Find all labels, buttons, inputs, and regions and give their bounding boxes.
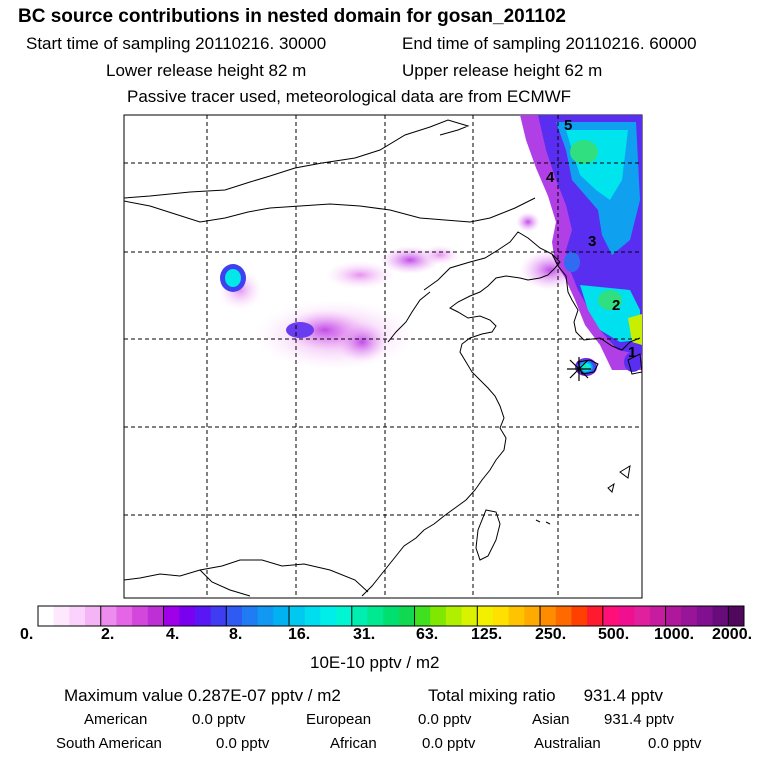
korea-west-coast bbox=[551, 253, 641, 351]
plume-korea-green bbox=[598, 290, 622, 310]
plume-west-center bbox=[337, 322, 387, 362]
bohai-inner bbox=[387, 291, 431, 343]
plume-north-east bbox=[420, 245, 460, 265]
plume-west-blue bbox=[286, 322, 314, 338]
start-time-label: Start time of sampling 20110216. 30000 bbox=[26, 34, 327, 53]
region-european-value: 0.0 pptv bbox=[418, 711, 472, 728]
time-marker-5: 5 bbox=[564, 117, 572, 134]
region-american-value: 0.0 pptv bbox=[192, 711, 246, 728]
colorbar-tick-125: 125. bbox=[471, 626, 503, 643]
plume-northwest-core bbox=[225, 269, 241, 287]
region-south-american-value: 0.0 pptv bbox=[216, 735, 270, 752]
end-time-label: End time of sampling 20110216. 60000 bbox=[402, 34, 697, 53]
plume-korea-yellow bbox=[628, 314, 642, 345]
taiwan bbox=[475, 509, 501, 561]
colorbar-tick-500: 500. bbox=[598, 626, 630, 643]
region-asian-name: Asian bbox=[532, 711, 570, 728]
region-african-value: 0.0 pptv bbox=[422, 735, 476, 752]
small-islands bbox=[535, 519, 551, 525]
colorbar-tick-16: 16. bbox=[288, 626, 311, 643]
colorbar-tick-2: 2. bbox=[101, 626, 115, 643]
tracer-note: Passive tracer used, meteorological data… bbox=[127, 87, 572, 106]
time-marker-2: 2 bbox=[612, 297, 620, 314]
plume-bohai bbox=[516, 212, 540, 232]
total-mixing-label: Total mixing ratio bbox=[428, 686, 556, 705]
plume-jeju-east bbox=[624, 352, 642, 372]
colorbar-tick-250: 250. bbox=[535, 626, 567, 643]
mongolia-border bbox=[124, 197, 536, 223]
colorbar-tick-1000: 1000. bbox=[654, 626, 695, 643]
region-american-name: American bbox=[84, 711, 148, 728]
region-african-name: African bbox=[330, 735, 377, 752]
total-mixing-value: 931.4 pptv bbox=[583, 686, 663, 705]
lower-release-label: Lower release height 82 m bbox=[106, 61, 307, 80]
southwest-border bbox=[199, 569, 251, 597]
southern-border bbox=[124, 559, 369, 593]
colorbar-unit: 10E-10 pptv / m2 bbox=[310, 653, 440, 672]
plume-east-north-peak bbox=[570, 140, 598, 164]
concentration-field bbox=[218, 115, 642, 376]
region-south-american-name: South American bbox=[56, 735, 162, 752]
colorbar-tick-4: 4. bbox=[166, 626, 180, 643]
china-east-coast bbox=[361, 231, 561, 597]
colorbar-tick-31: 31. bbox=[353, 626, 376, 643]
plume-west-sea-blue bbox=[564, 252, 580, 272]
plume-korea-cyan bbox=[580, 285, 640, 342]
plume-north-light bbox=[325, 261, 395, 289]
graticule bbox=[124, 115, 642, 598]
time-marker-4: 4 bbox=[546, 169, 555, 186]
region-european-name: European bbox=[306, 711, 372, 728]
region-asian-value: 931.4 pptv bbox=[604, 711, 675, 728]
receptor-marker bbox=[567, 357, 591, 381]
region-australian-name: Australian bbox=[534, 735, 601, 752]
colorbar-tick-2000: 2000. bbox=[712, 626, 753, 643]
plume-jeju bbox=[575, 358, 597, 376]
region-australian-value: 0.0 pptv bbox=[648, 735, 702, 752]
tsushima bbox=[627, 353, 642, 375]
northern-border bbox=[124, 119, 470, 199]
time-marker-3: 3 bbox=[588, 233, 596, 250]
maximum-value: Maximum value 0.287E-07 pptv / m2 bbox=[64, 686, 341, 705]
time-marker-1: 1 bbox=[628, 344, 636, 361]
coastlines bbox=[124, 119, 642, 597]
colorbar-tick-0: 0. bbox=[20, 626, 34, 643]
colorbar-tick-8: 8. bbox=[229, 626, 243, 643]
ryukyu-islands bbox=[607, 465, 631, 493]
colorbar-tick-63: 63. bbox=[416, 626, 439, 643]
upper-release-label: Upper release height 62 m bbox=[402, 61, 603, 80]
plot-title: BC source contributions in nested domain… bbox=[18, 6, 566, 27]
total-mixing-ratio: Total mixing ratio 931.4 pptv bbox=[428, 686, 663, 706]
